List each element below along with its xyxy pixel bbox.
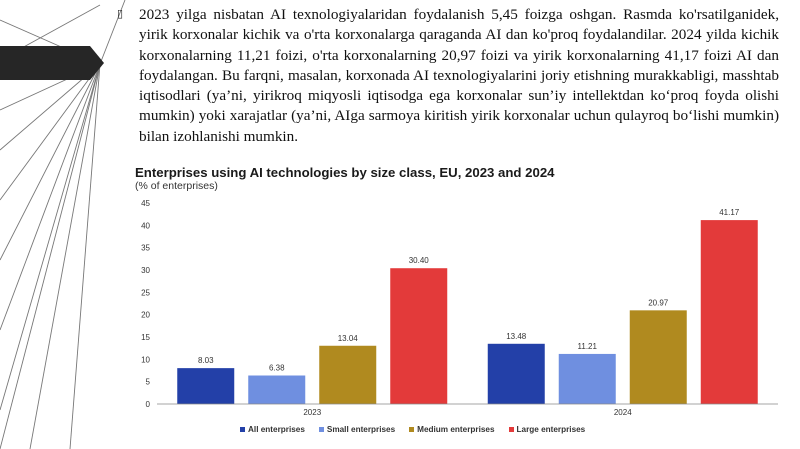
- legend-item: Small enterprises: [318, 425, 396, 434]
- bar-data-label: 11.21: [578, 342, 598, 351]
- legend-swatch: [318, 427, 324, 432]
- bar: [629, 310, 687, 404]
- legend-item: Medium enterprises: [409, 425, 495, 434]
- bar-data-label: 8.03: [198, 356, 214, 365]
- bar-data-label: 6.38: [269, 364, 285, 373]
- x-category-label: 2024: [614, 408, 632, 417]
- y-tick-label: 15: [141, 333, 150, 342]
- legend-swatch: [409, 427, 415, 432]
- chart-subtitle: (% of enterprises): [135, 180, 218, 192]
- chart-legend: All enterprises Small enterprises Medium e…: [240, 425, 585, 434]
- bar: [700, 220, 758, 404]
- bar-data-label: 20.97: [648, 298, 669, 307]
- bar: [248, 375, 306, 404]
- y-axis: 0 5 10 15 20 25 30 35 40 45: [141, 199, 150, 409]
- legend-label: Large enterprises: [516, 425, 586, 434]
- y-tick-label: 35: [141, 244, 150, 253]
- bar-chart: Enterprises using AI technologies by siz…: [135, 165, 778, 417]
- bullet-icon: ▯: [117, 7, 124, 20]
- x-axis: 2023 2024: [157, 403, 778, 417]
- bar: [558, 353, 616, 404]
- legend-label: Medium enterprises: [417, 425, 495, 434]
- y-tick-label: 5: [146, 378, 151, 387]
- body-paragraph: 2023 yilga nisbatan AI texnologiyalarida…: [139, 6, 779, 145]
- y-tick-label: 10: [141, 355, 150, 364]
- chart-container: Enterprises using AI technologies by siz…: [132, 162, 788, 449]
- bar-data-label: 13.48: [506, 332, 527, 341]
- y-tick-label: 30: [141, 266, 150, 275]
- chart-title: Enterprises using AI technologies by siz…: [135, 165, 555, 180]
- legend-item: Large enterprises: [508, 425, 586, 434]
- y-tick-label: 40: [141, 221, 150, 230]
- bar-data-label: 30.40: [409, 256, 430, 265]
- y-tick-label: 0: [146, 400, 151, 409]
- bar-data-label: 41.17: [719, 208, 740, 217]
- y-tick-label: 25: [141, 288, 150, 297]
- bar-data-label: 13.04: [338, 334, 359, 343]
- legend-swatch: [508, 427, 514, 432]
- legend-label: All enterprises: [248, 425, 305, 434]
- legend-label: Small enterprises: [326, 425, 396, 434]
- bar: [390, 268, 448, 404]
- bar: [487, 343, 545, 404]
- slide-decoration: [0, 0, 126, 449]
- y-tick-label: 20: [141, 311, 150, 320]
- x-category-label: 2023: [303, 408, 321, 417]
- bar-series: 8.03 6.38 13.04 30.40 13.48 11.21 20.97 41.17: [177, 208, 758, 404]
- y-tick-label: 45: [141, 199, 150, 208]
- bar: [319, 345, 377, 404]
- legend-swatch: [240, 427, 245, 432]
- legend-item: All enterprises: [240, 425, 305, 434]
- bar: [177, 368, 235, 404]
